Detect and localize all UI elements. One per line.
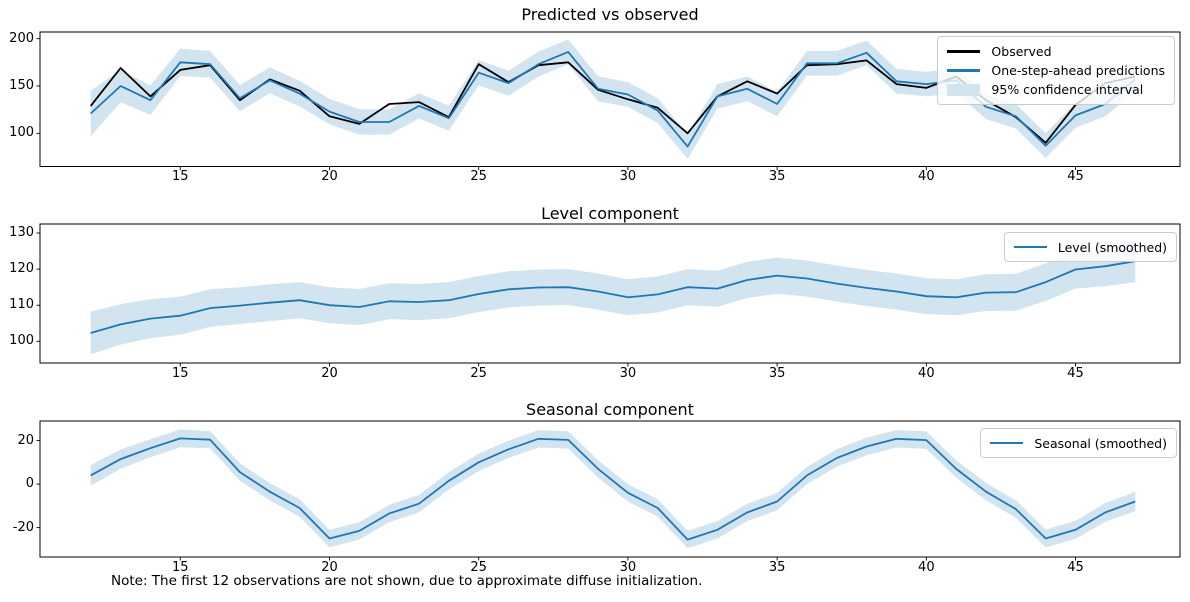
y-tick-label: 200 [9,30,34,46]
seasonal-line-swatch [990,441,1024,445]
prediction-line-swatch [947,69,981,72]
x-tick-label: 15 [171,559,189,575]
legend-label-observed: Observed [991,44,1052,59]
legend-label-seasonal: Seasonal (smoothed) [1034,435,1167,451]
level-line-swatch [1013,245,1047,249]
x-tick-label: 20 [321,559,338,575]
x-tick-label: 40 [918,365,935,381]
legend-item-predictions: One-step-ahead predictions [947,61,1165,80]
x-tick-label: 30 [619,365,637,381]
x-tick-label: 35 [768,169,786,184]
x-tick-label: 20 [321,365,338,381]
y-tick-label: 110 [9,297,34,313]
panel1-title: Predicted vs observed [521,5,699,24]
panel2-title: Level component [541,204,679,223]
legend-item-confidence-interval: 95% confidence interval [947,80,1165,99]
y-tick-label: 20 [17,432,34,448]
x-tick-label: 45 [1067,559,1084,575]
y-tick-label: 130 [9,225,34,241]
series-line-level-smoothed- [90,260,1136,334]
confidence-band-panel3 [90,429,1136,549]
confidence-band-panel2 [90,240,1136,355]
x-tick-label: 25 [470,365,487,381]
x-tick-label: 15 [171,169,189,184]
legend-label-predictions: One-step-ahead predictions [991,63,1165,78]
observed-line-swatch [947,50,981,53]
panel1-legend: Observed One-step-ahead predictions 95% … [937,36,1175,105]
panel3-title: Seasonal component [526,400,694,419]
y-tick-label: 100 [9,333,34,349]
axes-spines-panel1 [39,31,1181,167]
figure-note: Note: The first 12 observations are not … [111,573,703,589]
x-tick-label: 30 [619,169,637,184]
legend-label-level: Level (smoothed) [1057,239,1167,255]
x-tick-label: 45 [1067,365,1084,381]
y-tick-label: -20 [12,519,34,535]
legend-item-seasonal: Seasonal (smoothed) [990,434,1167,452]
x-tick-label: 20 [321,169,338,184]
panel3-legend: Seasonal (smoothed) [980,428,1177,458]
x-tick-label: 25 [470,169,487,184]
legend-label-confidence-interval: 95% confidence interval [991,82,1144,97]
x-tick-label: 40 [918,559,935,575]
x-tick-label: 35 [768,365,786,381]
axes-spines-panel3 [39,420,1181,558]
legend-item-observed: Observed [947,42,1165,61]
x-tick-label: 15 [171,365,189,381]
x-tick-label: 40 [918,169,935,184]
x-tick-label: 35 [768,559,786,575]
legend-item-level: Level (smoothed) [1013,238,1167,256]
panel2-legend: Level (smoothed) [1003,232,1177,262]
y-tick-label: 120 [9,261,34,277]
series-line-seasonal-smoothed- [90,437,1136,541]
confidence-band-swatch [947,83,981,96]
confidence-band-panel1 [90,39,1136,159]
y-tick-label: 0 [25,476,34,492]
x-tick-label: 30 [619,559,637,575]
x-tick-label: 25 [470,559,487,575]
axes-spines-panel2 [39,223,1181,364]
y-tick-label: 150 [9,77,34,93]
y-tick-label: 100 [9,125,34,141]
x-tick-label: 45 [1067,169,1084,184]
